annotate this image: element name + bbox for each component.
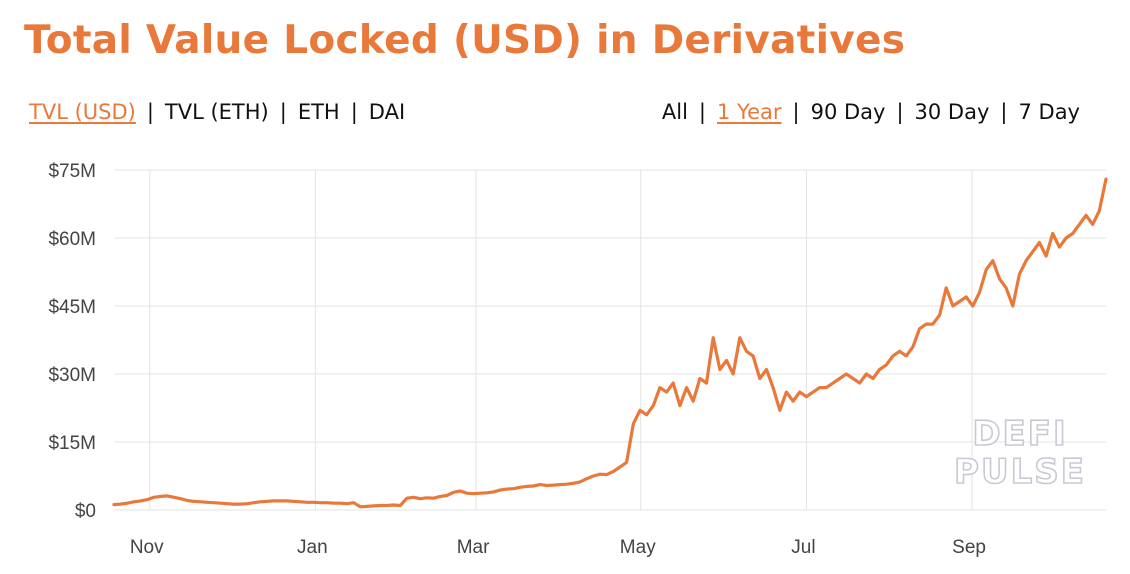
series-layer	[112, 177, 1108, 509]
tab-range-all[interactable]: All	[661, 100, 688, 124]
tab-separator: |	[896, 100, 904, 124]
tab-dai[interactable]: DAI	[368, 100, 406, 124]
tab-separator: |	[350, 100, 358, 124]
range-tabs: All | 1 Year | 90 Day | 30 Day | 7 Day	[662, 100, 1080, 124]
tab-separator: |	[1000, 100, 1008, 124]
tab-separator: |	[792, 100, 800, 124]
y-tick-label: $0	[75, 501, 96, 522]
tab-range-30-day[interactable]: 30 Day	[914, 100, 990, 124]
watermark-line-2: PULSE	[954, 452, 1086, 492]
tab-tvl-eth[interactable]: TVL (ETH)	[164, 100, 269, 124]
x-tick-label: Sep	[952, 537, 986, 558]
tab-range-7-day[interactable]: 7 Day	[1018, 100, 1080, 124]
y-tick-label: $45M	[48, 297, 96, 318]
watermark-line-1: DEFI	[972, 414, 1067, 454]
series-line-tvl	[112, 177, 1108, 509]
tvl-line-chart: $0 $15M $30M $45M $60M $75M Nov Jan Mar May Jul Se…	[48, 161, 1108, 558]
tab-tvl-usd[interactable]: TVL (USD)	[29, 100, 136, 124]
y-tick-label: $15M	[48, 433, 96, 454]
tab-eth[interactable]: ETH	[297, 100, 340, 124]
y-tick-label: $60M	[48, 229, 96, 250]
grid	[114, 169, 1106, 511]
tab-separator: |	[698, 100, 706, 124]
x-tick-label: Nov	[130, 537, 164, 558]
tab-separator: |	[146, 100, 154, 124]
x-tick-label: May	[620, 537, 656, 558]
metric-tabs: TVL (USD) | TVL (ETH) | ETH | DAI	[29, 100, 405, 124]
tab-range-1-year[interactable]: 1 Year	[717, 100, 782, 124]
y-tick-label: $30M	[48, 365, 96, 386]
tab-separator: |	[279, 100, 287, 124]
y-tick-label: $75M	[48, 161, 96, 182]
x-tick-label: Jul	[791, 537, 815, 558]
tab-range-90-day[interactable]: 90 Day	[810, 100, 886, 124]
y-axis-ticks: $0 $15M $30M $45M $60M $75M	[48, 161, 96, 522]
defi-pulse-watermark: DEFI PULSE	[953, 413, 1086, 493]
x-tick-label: Mar	[457, 537, 490, 558]
x-tick-label: Jan	[297, 537, 328, 558]
page-title: Total Value Locked (USD) in Derivatives	[24, 18, 906, 63]
x-axis-ticks: Nov Jan Mar May Jul Sep	[130, 537, 986, 558]
